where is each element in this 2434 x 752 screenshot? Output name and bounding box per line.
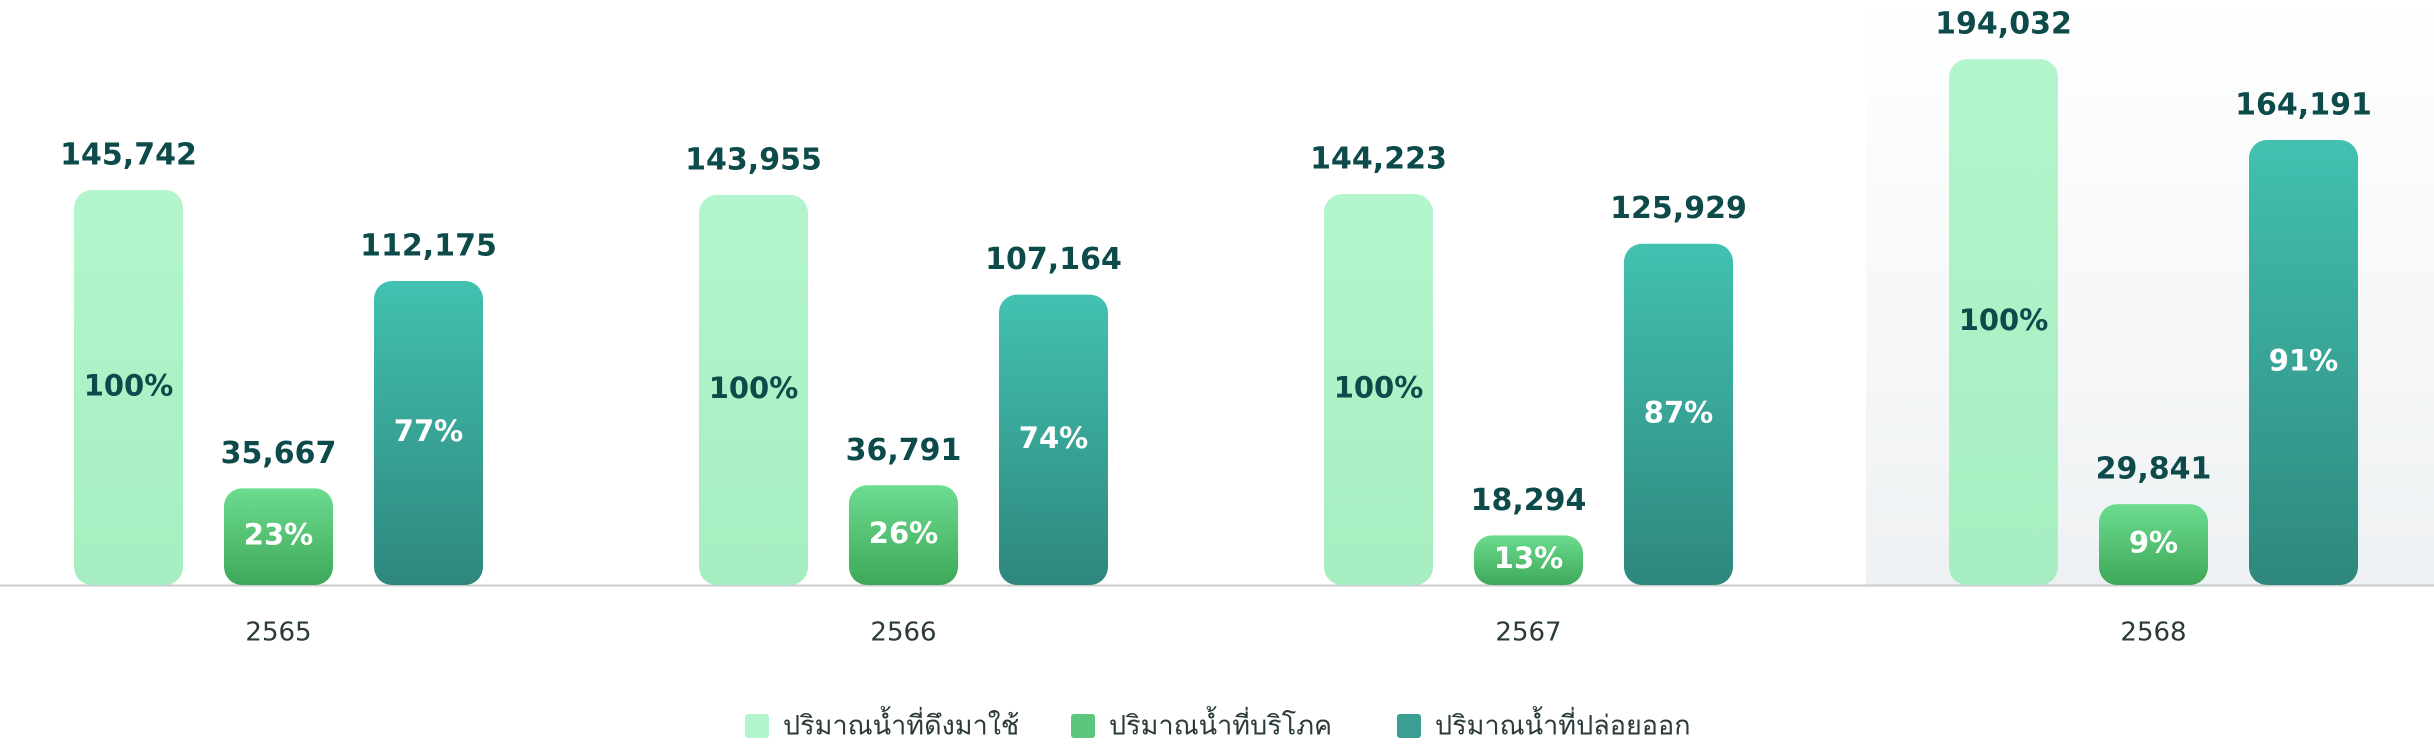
value-label: 107,164 <box>985 242 1122 277</box>
bar <box>374 281 483 585</box>
share-label: 100% <box>1959 303 2049 337</box>
share-label: 26% <box>869 516 938 550</box>
bar <box>1474 535 1583 585</box>
x-tick-label: 2565 <box>245 618 311 648</box>
legend-label: ปริมาณน้ำที่บริโภค <box>1109 706 1332 742</box>
bar <box>2099 504 2208 585</box>
bar <box>2249 140 2358 585</box>
value-label: 143,955 <box>685 142 822 177</box>
share-label: 91% <box>2269 344 2338 378</box>
value-label: 112,175 <box>360 229 497 264</box>
bar <box>1949 59 2058 585</box>
share-label: 100% <box>709 371 799 405</box>
value-label: 194,032 <box>1935 7 2072 42</box>
value-label: 125,929 <box>1610 191 1747 226</box>
share-label: 87% <box>1644 395 1713 429</box>
legend-swatch <box>745 714 769 738</box>
value-label: 145,742 <box>60 138 197 173</box>
value-label: 164,191 <box>2235 88 2372 123</box>
legend-label: ปริมาณน้ำที่ดึงมาใช้ <box>783 706 1019 742</box>
share-label: 100% <box>1334 371 1424 405</box>
value-label: 144,223 <box>1310 142 1447 177</box>
x-tick-label: 2568 <box>2120 618 2186 648</box>
bar <box>1624 243 1733 585</box>
x-tick-label: 2566 <box>870 618 936 648</box>
value-label: 36,791 <box>846 433 962 468</box>
bar <box>699 194 808 585</box>
bar <box>224 488 333 585</box>
bar <box>999 294 1108 585</box>
legend-label: ปริมาณน้ำที่ปล่อยออก <box>1435 706 1691 742</box>
x-tick-label: 2567 <box>1495 618 1561 648</box>
value-label: 29,841 <box>2096 452 2212 487</box>
legend-swatch <box>1071 714 1095 738</box>
value-label: 35,667 <box>221 436 337 471</box>
bar <box>849 485 958 585</box>
share-label: 100% <box>84 369 174 403</box>
share-label: 13% <box>1494 541 1563 575</box>
bar <box>1324 194 1433 585</box>
share-label: 74% <box>1019 421 1088 455</box>
share-label: 9% <box>2129 526 2178 560</box>
value-label: 18,294 <box>1471 483 1587 518</box>
legend-swatch <box>1397 714 1421 738</box>
bar <box>74 190 183 585</box>
share-label: 77% <box>394 414 463 448</box>
share-label: 23% <box>244 518 313 552</box>
